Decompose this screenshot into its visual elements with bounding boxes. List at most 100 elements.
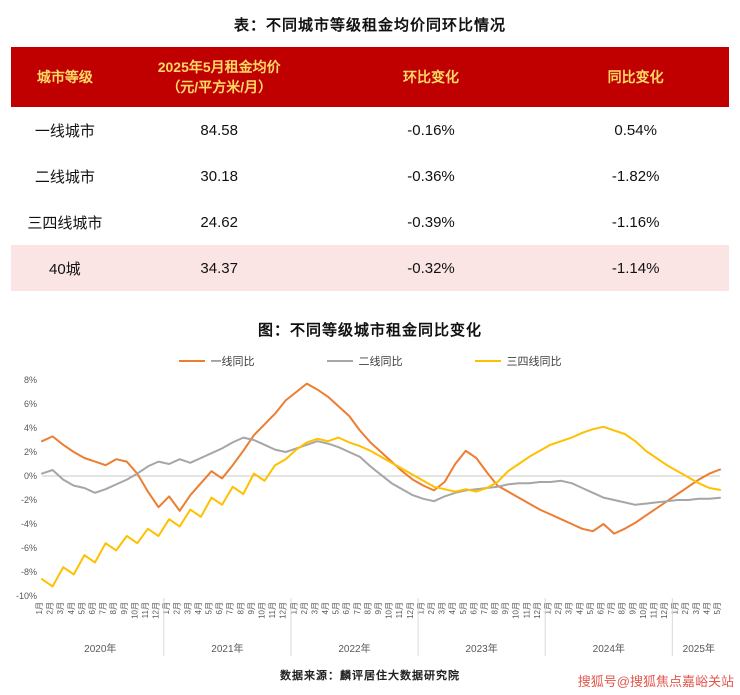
svg-text:4月: 4月 xyxy=(702,602,711,614)
svg-text:4月: 4月 xyxy=(67,602,76,614)
rent-table: 城市等级 2025年5月租金均价 （元/平方米/月） 环比变化 同比变化 一线城… xyxy=(11,47,729,291)
svg-text:3月: 3月 xyxy=(56,602,65,614)
svg-text:12月: 12月 xyxy=(660,602,669,619)
svg-text:2月: 2月 xyxy=(46,602,55,614)
rent-yoy-line-chart: 8%6%4%2%0%-2%-4%-6%-8%-10%1月 2月 3月 4月 5月 6月 7月… xyxy=(16,375,722,656)
svg-text:5月: 5月 xyxy=(332,602,341,614)
svg-text:9月: 9月 xyxy=(247,602,256,614)
chart-title: 图：不同等级城市租金同比变化 xyxy=(257,322,482,339)
cell-mom: -0.32% xyxy=(319,245,543,291)
svg-text:2021年: 2021年 xyxy=(211,642,243,655)
cell-tier: 一线城市 xyxy=(11,107,119,153)
svg-text:9月: 9月 xyxy=(501,602,510,614)
svg-text:6月: 6月 xyxy=(342,602,351,614)
svg-text:-2%: -2% xyxy=(21,495,37,505)
svg-text:6月: 6月 xyxy=(215,602,224,614)
cell-price: 34.37 xyxy=(118,245,320,291)
svg-text:2月: 2月 xyxy=(173,602,182,614)
table-row: 二线城市 30.18 -0.36% -1.82% xyxy=(11,153,729,199)
legend-item-tier1: 一线同比 xyxy=(178,353,255,369)
cell-mom: -0.39% xyxy=(319,199,543,245)
table-row: 三四线城市 24.62 -0.39% -1.16% xyxy=(11,199,729,245)
svg-text:12月: 12月 xyxy=(152,602,161,619)
col-header-avg-rent: 2025年5月租金均价 （元/平方米/月） xyxy=(118,47,320,107)
cell-yoy: -1.16% xyxy=(542,199,729,245)
svg-text:1月: 1月 xyxy=(671,602,680,614)
svg-text:10月: 10月 xyxy=(385,602,394,619)
svg-text:8月: 8月 xyxy=(618,602,627,614)
svg-text:7月: 7月 xyxy=(607,602,616,614)
cell-yoy: -1.14% xyxy=(542,245,729,291)
svg-text:10月: 10月 xyxy=(639,602,648,619)
svg-text:2月: 2月 xyxy=(427,602,436,614)
svg-text:6月: 6月 xyxy=(597,602,606,614)
svg-text:-10%: -10% xyxy=(16,591,37,601)
svg-text:8月: 8月 xyxy=(236,602,245,614)
svg-text:7月: 7月 xyxy=(99,602,108,614)
table-row: 一线城市 84.58 -0.16% 0.54% xyxy=(11,107,729,153)
cell-price: 24.62 xyxy=(118,199,320,245)
svg-text:2022年: 2022年 xyxy=(338,642,370,655)
svg-text:5月: 5月 xyxy=(713,602,722,614)
svg-text:3月: 3月 xyxy=(438,602,447,614)
col-header-yoy-change: 同比变化 xyxy=(542,47,729,107)
svg-text:5月: 5月 xyxy=(459,602,468,614)
svg-text:1月: 1月 xyxy=(35,602,44,614)
col-header-mom-change: 环比变化 xyxy=(319,47,543,107)
svg-text:7月: 7月 xyxy=(226,602,235,614)
svg-text:1月: 1月 xyxy=(289,602,298,614)
svg-text:12月: 12月 xyxy=(279,602,288,619)
svg-text:5月: 5月 xyxy=(77,602,86,614)
svg-text:3月: 3月 xyxy=(310,602,319,614)
svg-text:2025年: 2025年 xyxy=(683,642,715,655)
cell-tier: 二线城市 xyxy=(11,153,119,199)
svg-text:-4%: -4% xyxy=(21,519,37,529)
legend-item-tier34: 三四线同比 xyxy=(474,353,562,369)
svg-text:4%: 4% xyxy=(24,423,37,433)
svg-text:3月: 3月 xyxy=(692,602,701,614)
svg-text:2月: 2月 xyxy=(300,602,309,614)
svg-text:11月: 11月 xyxy=(268,602,277,618)
svg-text:2023年: 2023年 xyxy=(465,642,497,655)
svg-text:7月: 7月 xyxy=(353,602,362,614)
svg-text:11月: 11月 xyxy=(649,602,658,618)
svg-text:4月: 4月 xyxy=(321,602,330,614)
cell-mom: -0.36% xyxy=(319,153,543,199)
cell-yoy: -1.82% xyxy=(542,153,729,199)
svg-text:11月: 11月 xyxy=(395,602,404,618)
svg-text:5月: 5月 xyxy=(205,602,214,614)
svg-text:2%: 2% xyxy=(24,447,37,457)
svg-text:2月: 2月 xyxy=(554,602,563,614)
data-source: 数据来源：麟评居住大数据研究院 xyxy=(280,670,460,682)
svg-text:-6%: -6% xyxy=(21,543,37,553)
tier1-line-swatch-icon xyxy=(178,360,205,362)
svg-text:4月: 4月 xyxy=(448,602,457,614)
svg-text:6%: 6% xyxy=(24,399,37,409)
svg-text:5月: 5月 xyxy=(586,602,595,614)
svg-text:9月: 9月 xyxy=(374,602,383,614)
svg-text:11月: 11月 xyxy=(522,602,531,618)
legend-label-tier2: 二线同比 xyxy=(358,356,403,368)
cell-tier: 40城 xyxy=(11,245,119,291)
svg-text:10月: 10月 xyxy=(258,602,267,619)
svg-text:10月: 10月 xyxy=(130,602,139,619)
tier34-line-swatch-icon xyxy=(474,360,501,362)
svg-text:8月: 8月 xyxy=(109,602,118,614)
svg-text:8月: 8月 xyxy=(491,602,500,614)
svg-text:6月: 6月 xyxy=(469,602,478,614)
svg-text:3月: 3月 xyxy=(565,602,574,614)
col-header-city-tier: 城市等级 xyxy=(11,47,119,107)
legend-item-tier2: 二线同比 xyxy=(326,353,403,369)
legend-label-tier34: 三四线同比 xyxy=(506,356,562,368)
table-header-row: 城市等级 2025年5月租金均价 （元/平方米/月） 环比变化 同比变化 xyxy=(11,47,729,107)
svg-text:12月: 12月 xyxy=(533,602,542,619)
svg-text:-8%: -8% xyxy=(21,567,37,577)
cell-price: 84.58 xyxy=(118,107,320,153)
svg-text:7月: 7月 xyxy=(480,602,489,614)
svg-text:9月: 9月 xyxy=(120,602,129,614)
table-title: 表：不同城市等级租金均价同环比情况 xyxy=(233,17,506,34)
cell-tier: 三四线城市 xyxy=(11,199,119,245)
svg-text:9月: 9月 xyxy=(628,602,637,614)
svg-text:1月: 1月 xyxy=(416,602,425,614)
svg-text:2月: 2月 xyxy=(681,602,690,614)
